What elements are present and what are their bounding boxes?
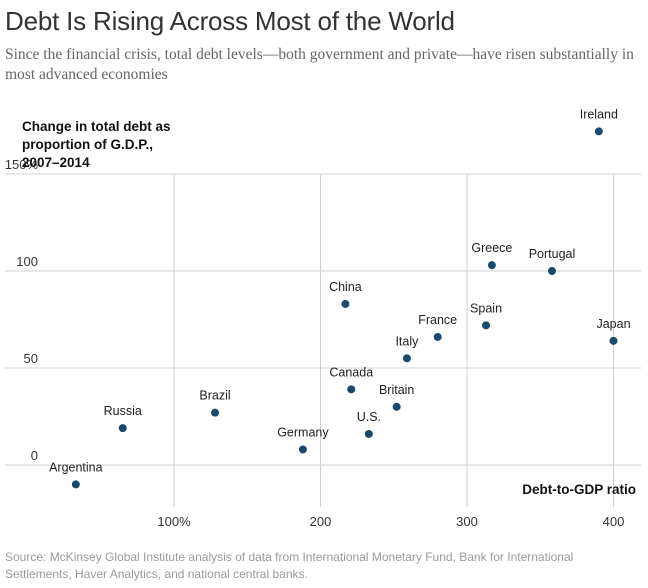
data-point xyxy=(392,402,401,411)
point-label: Japan xyxy=(596,317,630,331)
y-tick-label: 50 xyxy=(24,351,38,366)
point-label: Argentina xyxy=(49,460,103,474)
x-tick-label: 200 xyxy=(310,514,332,529)
y-tick-label: 100 xyxy=(16,254,38,269)
chart-title: Debt Is Rising Across Most of the World xyxy=(5,6,455,36)
scatter-chart: 0 50 100 150% 100% 200 300 400 Change in total d… xyxy=(5,107,641,529)
x-tick-label: 300 xyxy=(456,514,478,529)
x-tick-label: 100% xyxy=(157,514,191,529)
y-tick-label: 0 xyxy=(31,448,38,463)
y-axis-label: 2007–2014 xyxy=(22,155,90,170)
data-point xyxy=(547,267,556,275)
data-point xyxy=(609,336,618,345)
y-tick-label: 150% xyxy=(5,157,39,172)
data-point xyxy=(118,424,127,433)
data-point xyxy=(211,408,220,417)
data-point xyxy=(341,299,350,308)
data-point xyxy=(402,354,411,363)
point-label: Germany xyxy=(277,425,329,439)
x-tick-label: 400 xyxy=(603,514,625,529)
data-point xyxy=(487,261,496,270)
point-label: Greece xyxy=(471,241,512,255)
y-axis-label: Change in total debt as xyxy=(22,119,171,134)
x-axis-label: Debt-to-GDP ratio xyxy=(522,482,636,497)
data-point xyxy=(347,385,356,394)
data-point xyxy=(298,445,307,454)
data-point xyxy=(71,480,80,489)
point-label: Canada xyxy=(329,365,373,379)
point-label: Brazil xyxy=(199,389,230,403)
point-label: Portugal xyxy=(529,247,576,261)
data-point xyxy=(433,332,442,341)
source-note: Source: McKinsey Global Institute analys… xyxy=(5,550,574,581)
point-label: Italy xyxy=(395,334,419,348)
data-point xyxy=(594,127,603,136)
chart-subtitle: Since the financial crisis, total debt l… xyxy=(5,46,634,83)
data-point xyxy=(364,429,373,438)
point-label: Russia xyxy=(104,404,142,418)
point-label: France xyxy=(418,313,457,327)
point-label: Ireland xyxy=(580,107,618,121)
data-point xyxy=(482,321,491,330)
point-label: U.S. xyxy=(357,410,381,424)
point-label: Britain xyxy=(379,383,414,397)
point-label: Spain xyxy=(470,301,502,315)
point-label: China xyxy=(329,280,362,294)
y-axis-label: proportion of G.D.P., xyxy=(22,137,153,152)
